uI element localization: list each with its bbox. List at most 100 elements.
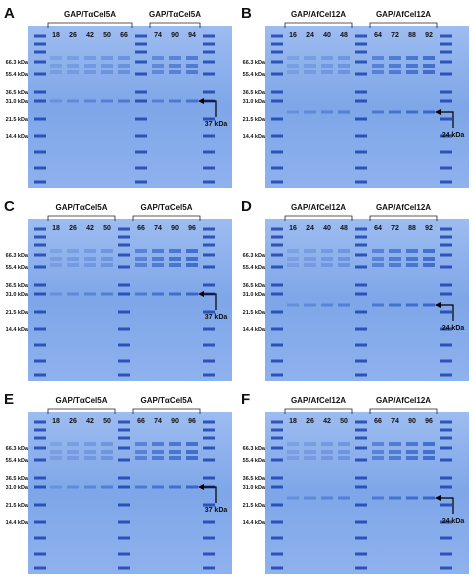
ladder-band [135,150,147,154]
ladder-band [440,536,452,540]
marker-label: 55.4 kDa [6,265,29,271]
ladder-band [118,343,130,347]
marker-label: 36.5 kDa [6,283,29,289]
protein-band [423,450,435,454]
ladder-band [271,536,283,540]
ladder-band [440,520,452,524]
ladder-band [355,436,367,440]
target-band [84,99,96,103]
target-band [321,303,333,307]
protein-band [135,249,147,253]
protein-band [84,450,96,454]
lane-label: 90 [171,418,179,425]
ladder-band [355,166,367,170]
protein-band [169,450,181,454]
ladder-band [118,283,130,287]
ladder-band [34,166,46,170]
marker-label: 31.0 kDa [243,292,266,298]
ladder-band [135,117,147,121]
protein-band [372,64,384,68]
ladder-band [118,476,130,480]
target-band [67,292,79,296]
target-band [50,485,62,489]
ladder-band [440,72,452,76]
target-band [304,110,316,114]
marker-label: 14.4 kDa [243,327,266,333]
protein-band [423,263,435,267]
ladder-band [34,420,46,424]
protein-band [118,56,130,60]
ladder-band [440,552,452,556]
marker-label: 21.5 kDa [243,503,266,509]
ladder-band [34,458,46,462]
ladder-band [34,50,46,54]
ladder-band [271,90,283,94]
ladder-band [118,520,130,524]
protein-band [389,442,401,446]
ladder-band [440,243,452,247]
ladder-band [355,265,367,269]
arrow-label: 24 kDa [442,518,465,525]
protein-band [372,70,384,74]
ladder-band [440,265,452,269]
protein-band [186,56,198,60]
ladder-band [271,50,283,54]
protein-band [389,70,401,74]
marker-label: 55.4 kDa [243,458,266,464]
lane-label: 16 [289,225,297,232]
protein-band [186,64,198,68]
protein-band [423,456,435,460]
ladder-band [271,359,283,363]
group-label: GAP/TαCel5A [55,396,107,405]
target-band [406,110,418,114]
group-label: GAP/TαCel5A [64,10,116,19]
ladder-band [271,428,283,432]
ladder-band [440,90,452,94]
ladder-band [34,520,46,524]
protein-band [338,263,350,267]
ladder-band [271,180,283,184]
protein-band [50,456,62,460]
ladder-band [440,446,452,450]
lane-label: 88 [408,225,416,232]
ladder-band [355,485,367,489]
ladder-band [355,536,367,540]
lane-label: 18 [289,418,297,425]
protein-band [287,70,299,74]
arrow-head [198,98,204,104]
group-label: GAP/AfCel12A [291,10,346,19]
protein-band [287,442,299,446]
ladder-band [203,520,215,524]
ladder-band [118,503,130,507]
target-band [304,496,316,500]
marker-label: 36.5 kDa [6,90,29,96]
ladder-band [440,235,452,239]
lane-label: 48 [340,225,348,232]
ladder-band [271,476,283,480]
ladder-band [440,436,452,440]
ladder-band [203,436,215,440]
marker-label: 66.3 kDa [243,253,266,259]
ladder-band [440,327,452,331]
ladder-band [440,428,452,432]
ladder-band [355,327,367,331]
target-band [169,485,181,489]
marker-label: 14.4 kDa [243,520,266,526]
protein-band [152,70,164,74]
ladder-band [440,34,452,38]
ladder-band [203,166,215,170]
ladder-band [271,34,283,38]
ladder-band [34,227,46,231]
ladder-band [34,34,46,38]
lane-label: 26 [69,32,77,39]
protein-band [372,249,384,253]
lane-label: 66 [137,225,145,232]
ladder-band [271,253,283,257]
ladder-band [440,566,452,570]
ladder-band [118,420,130,424]
arrow-head [198,291,204,297]
lane-label: 90 [171,225,179,232]
protein-band [287,450,299,454]
lane-label: 48 [340,32,348,39]
gel-panel: F 18 26 42 50 GAP/AfCel12A 66 74 90 96 GAP/AfCel12… [241,391,469,574]
